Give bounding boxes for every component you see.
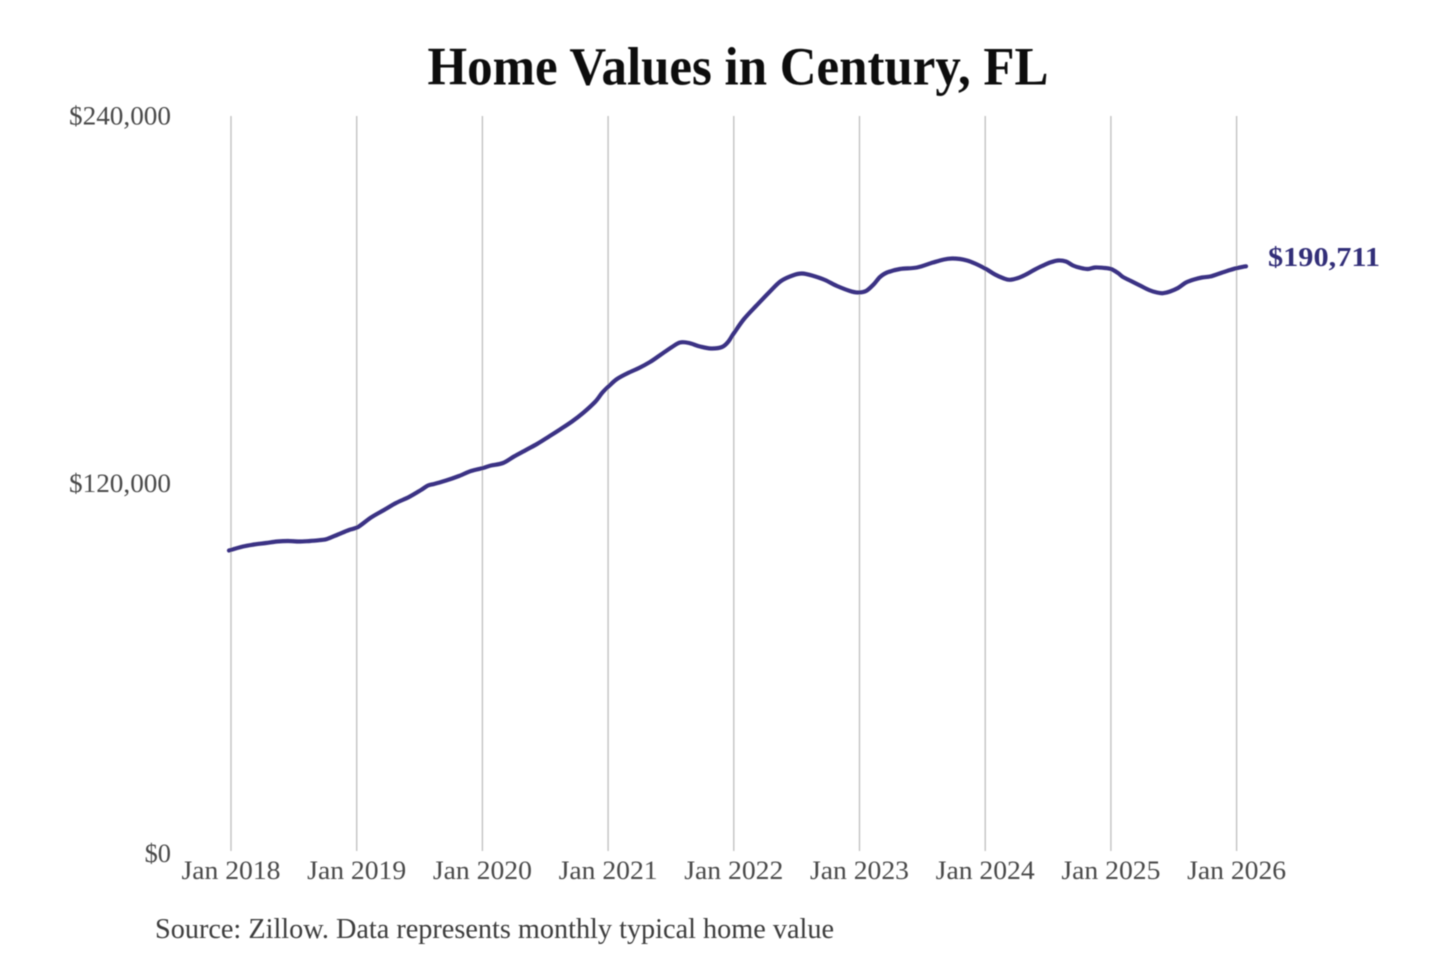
svg-text:$120,000: $120,000 <box>69 468 171 498</box>
svg-text:Jan 2021: Jan 2021 <box>559 855 658 885</box>
svg-text:Source: Zillow. Data represent: Source: Zillow. Data represents monthly … <box>155 914 834 945</box>
svg-text:Jan 2025: Jan 2025 <box>1061 855 1160 885</box>
svg-text:Jan 2026: Jan 2026 <box>1187 855 1286 885</box>
svg-text:$240,000: $240,000 <box>69 100 171 130</box>
svg-text:$0: $0 <box>145 838 171 868</box>
svg-text:Jan 2018: Jan 2018 <box>182 855 281 885</box>
svg-text:Home Values in Century, FL: Home Values in Century, FL <box>428 37 1049 97</box>
svg-text:Jan 2020: Jan 2020 <box>433 855 532 885</box>
svg-text:Jan 2019: Jan 2019 <box>307 855 406 885</box>
svg-text:$190,711: $190,711 <box>1268 242 1380 272</box>
svg-text:Jan 2024: Jan 2024 <box>936 855 1035 885</box>
svg-text:Jan 2023: Jan 2023 <box>810 855 909 885</box>
svg-text:Jan 2022: Jan 2022 <box>684 855 783 885</box>
